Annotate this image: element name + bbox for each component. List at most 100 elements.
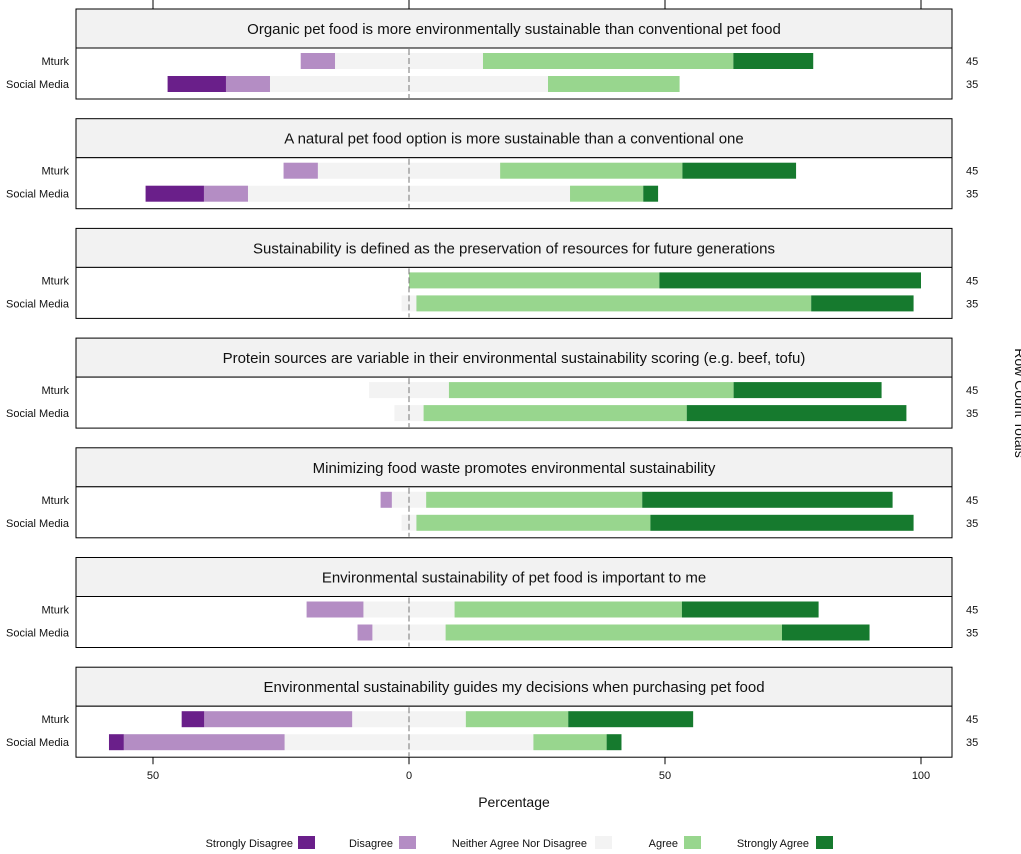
row-total-p5-r1: 35 xyxy=(966,628,978,640)
bar-p3-r1-strongly-agree xyxy=(686,405,907,422)
row-label-p2-r0: Mturk xyxy=(42,275,70,287)
row-total-p3-r1: 35 xyxy=(966,408,978,420)
bar-p1-r1-agree xyxy=(570,185,644,202)
row-total-p6-r1: 35 xyxy=(966,737,978,749)
bar-p1-r0-strongly-agree xyxy=(682,162,797,179)
panel-strip-6 xyxy=(75,666,953,707)
row-total-p6-r0: 45 xyxy=(966,714,978,726)
bar-p6-r1-strongly-agree xyxy=(606,734,622,751)
panel-title-6: Environmental sustainability guides my d… xyxy=(263,679,764,696)
legend-swatch-1 xyxy=(399,836,416,849)
row-total-p1-r1: 35 xyxy=(966,189,978,201)
bar-p1-r1-disagree xyxy=(203,185,248,202)
row-label-p1-r0: Mturk xyxy=(42,166,70,178)
panel-title-3: Protein sources are variable in their en… xyxy=(223,350,806,367)
bar-p2-r0-strongly-agree xyxy=(659,272,921,289)
bar-p4-r1-neither-agree-nor-disagree xyxy=(401,514,417,531)
row-total-p4-r0: 45 xyxy=(966,495,978,507)
row-total-p2-r1: 35 xyxy=(966,298,978,310)
bar-p1-r0-agree xyxy=(500,162,683,179)
row-label-p4-r1: Social Media xyxy=(6,518,70,530)
bar-p4-r1-agree xyxy=(416,514,651,531)
legend-label-3: Agree xyxy=(649,838,678,850)
bar-p6-r0-strongly-disagree xyxy=(181,711,205,728)
row-label-p5-r1: Social Media xyxy=(6,628,70,640)
panel-title-1: A natural pet food option is more sustai… xyxy=(284,131,744,148)
row-label-p5-r0: Mturk xyxy=(42,605,70,617)
bar-p5-r0-disagree xyxy=(306,601,364,618)
panel-strip-3 xyxy=(75,337,953,378)
panel-strip-4 xyxy=(75,447,953,488)
bar-p6-r1-agree xyxy=(533,734,607,751)
panel-strip-1 xyxy=(75,118,953,159)
bar-p3-r1-neither-agree-nor-disagree xyxy=(394,405,424,422)
panel-title-2: Sustainability is defined as the preserv… xyxy=(253,240,775,257)
x-tick-label-0: 50 xyxy=(147,770,159,782)
legend-label-4: Strongly Agree xyxy=(737,838,809,850)
panel-strip-2 xyxy=(75,227,953,268)
legend-label-0: Strongly Disagree xyxy=(206,838,293,850)
x-tick-label-2: 50 xyxy=(659,770,671,782)
bar-p5-r1-neither-agree-nor-disagree xyxy=(372,624,446,641)
row-label-p0-r1: Social Media xyxy=(6,79,70,91)
bar-p4-r1-strongly-agree xyxy=(650,514,914,531)
legend-swatch-4 xyxy=(816,836,833,849)
bar-p1-r1-strongly-agree xyxy=(643,185,659,202)
row-total-p2-r0: 45 xyxy=(966,275,978,287)
bar-p4-r0-disagree xyxy=(380,491,392,508)
bar-p2-r1-strongly-agree xyxy=(811,295,914,312)
x-axis-title: Percentage xyxy=(478,794,550,810)
legend-label-1: Disagree xyxy=(349,838,393,850)
bar-p3-r0-strongly-agree xyxy=(733,382,882,399)
legend-swatch-3 xyxy=(684,836,701,849)
row-total-p0-r0: 45 xyxy=(966,56,978,68)
row-total-p0-r1: 35 xyxy=(966,79,978,91)
bar-p4-r0-strongly-agree xyxy=(642,491,893,508)
bar-p2-r1-agree xyxy=(416,295,812,312)
bar-p4-r0-agree xyxy=(426,491,643,508)
row-label-p3-r1: Social Media xyxy=(6,408,70,420)
row-label-p2-r1: Social Media xyxy=(6,298,70,310)
row-label-p0-r0: Mturk xyxy=(42,56,70,68)
bar-p3-r0-agree xyxy=(448,382,734,399)
row-label-p6-r1: Social Media xyxy=(6,737,70,749)
right-axis-title: Row Count Totals xyxy=(1012,348,1021,457)
bar-p0-r1-neither-agree-nor-disagree xyxy=(269,76,549,92)
bar-p1-r1-neither-agree-nor-disagree xyxy=(247,185,571,202)
bar-p2-r0-agree xyxy=(409,272,660,289)
row-label-p3-r0: Mturk xyxy=(42,385,70,397)
x-tick-label-3: 100 xyxy=(912,770,930,782)
bar-p1-r0-disagree xyxy=(283,162,318,179)
bar-p5-r1-agree xyxy=(445,624,782,641)
bar-p0-r0-disagree xyxy=(300,53,336,69)
panel-title-0: Organic pet food is more environmentally… xyxy=(247,21,781,38)
panel-title-4: Minimizing food waste promotes environme… xyxy=(313,460,716,477)
bar-p6-r0-disagree xyxy=(204,711,353,728)
bar-p0-r0-strongly-agree xyxy=(733,53,814,69)
row-total-p5-r0: 45 xyxy=(966,605,978,617)
bar-p5-r0-agree xyxy=(454,601,682,618)
bar-p6-r0-strongly-agree xyxy=(568,711,694,728)
row-total-p4-r1: 35 xyxy=(966,518,978,530)
bar-p5-r1-strongly-agree xyxy=(781,624,870,641)
row-label-p6-r0: Mturk xyxy=(42,714,70,726)
bar-p0-r1-strongly-disagree xyxy=(167,76,226,92)
bar-p6-r1-neither-agree-nor-disagree xyxy=(284,734,534,751)
bar-p0-r0-agree xyxy=(482,53,734,69)
x-tick-label-1: 0 xyxy=(406,770,412,782)
legend-swatch-2 xyxy=(595,836,612,849)
bar-p6-r1-disagree xyxy=(123,734,285,751)
row-total-p3-r0: 45 xyxy=(966,385,978,397)
bar-p0-r1-agree xyxy=(548,76,680,92)
legend-label-2: Neither Agree Nor Disagree xyxy=(452,838,587,850)
bar-p2-r1-neither-agree-nor-disagree xyxy=(401,295,417,312)
bar-p0-r1-disagree xyxy=(225,76,270,92)
bar-p6-r1-strongly-disagree xyxy=(108,734,124,751)
legend-swatch-0 xyxy=(298,836,315,849)
bar-p5-r0-strongly-agree xyxy=(681,601,819,618)
panel-title-5: Environmental sustainability of pet food… xyxy=(322,570,706,587)
row-total-p1-r0: 45 xyxy=(966,166,978,178)
row-label-p1-r1: Social Media xyxy=(6,189,70,201)
